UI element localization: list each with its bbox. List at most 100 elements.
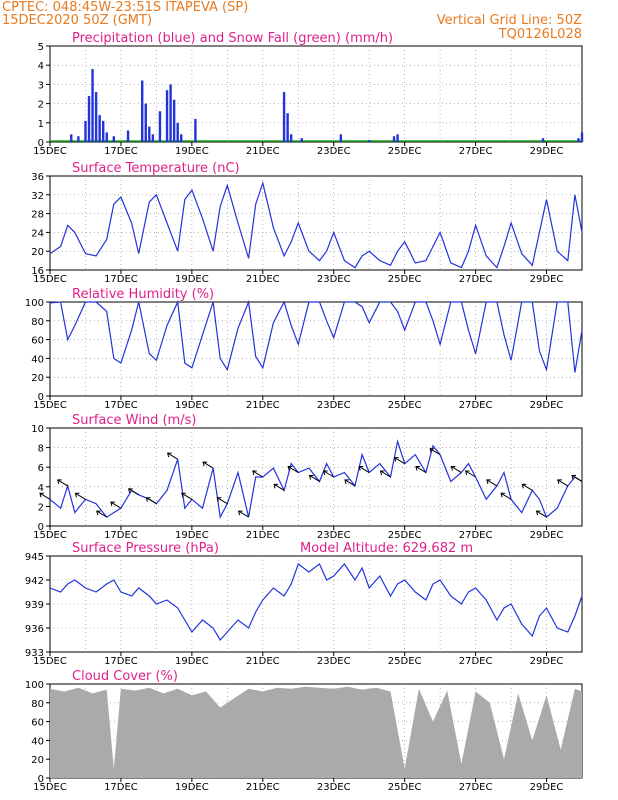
wind-arrow-shaft [557, 479, 569, 487]
panel-title: Surface Temperature (nC) [72, 161, 240, 176]
x-tick-label: 27DEC [459, 530, 493, 541]
wind-arrow-shaft [394, 457, 405, 465]
precip-bar [91, 69, 94, 142]
y-tick-label: 2 [38, 100, 44, 111]
wind-arrow-head [500, 492, 506, 498]
wind-arrow-head [167, 452, 172, 458]
y-tick-label: 0 [38, 522, 44, 533]
wind-arrow-shaft [288, 466, 299, 473]
precip-bar [396, 134, 399, 142]
y-tick-label: 936 [25, 624, 44, 635]
wind-arrow-head [39, 492, 44, 498]
precip-bar [126, 130, 130, 142]
x-tick-label: 25DEC [388, 782, 422, 793]
header-grid-note: Vertical Grid Line: 50Z [436, 13, 582, 28]
x-tick-label: 19DEC [175, 146, 209, 157]
wind-arrow [96, 510, 108, 518]
x-tick-label: 23DEC [317, 274, 351, 285]
wind-arrow [344, 479, 356, 487]
panel-frame-precip [49, 45, 583, 143]
precip-bar [339, 134, 343, 142]
wind-arrow-shaft [167, 452, 178, 460]
wind-arrow-head [379, 470, 385, 476]
x-tick-label: 23DEC [317, 782, 351, 793]
wind-arrow [74, 492, 86, 500]
wind-arrow-shaft [344, 479, 356, 487]
x-tick-label: 29DEC [530, 274, 564, 285]
precip-bar [112, 136, 116, 142]
precip-bar [144, 103, 147, 142]
precip-bar [392, 136, 396, 142]
y-tick-label: 24 [31, 228, 44, 239]
wind-arrow [415, 466, 427, 473]
precip-bar [151, 134, 155, 142]
wind-arrow [216, 497, 228, 505]
wind-arrow-head [273, 483, 279, 489]
y-tick-label: 20 [31, 247, 44, 258]
x-tick-label: 21DEC [246, 400, 280, 411]
precip-bar [169, 84, 172, 142]
x-tick-label: 19DEC [175, 782, 209, 793]
x-tick-label: 21DEC [246, 530, 280, 541]
y-tick-label: 933 [25, 648, 44, 659]
wind-arrow-shaft [110, 501, 122, 509]
wind-arrow [500, 492, 512, 500]
wind-arrow-head [216, 497, 222, 502]
wind-arrow-head [308, 474, 314, 480]
wind-arrow-shaft [238, 510, 249, 518]
y-tick-label: 100 [25, 680, 44, 691]
y-tick-label: 945 [25, 552, 44, 563]
wind-arrow-head [450, 466, 456, 471]
y-tick-label: 60 [31, 336, 44, 347]
x-tick-label: 17DEC [104, 146, 138, 157]
y-tick-label: 0 [38, 138, 44, 149]
wind-arrow-head [57, 479, 62, 485]
x-tick-label: 19DEC [175, 530, 209, 541]
y-tick-label: 4 [38, 483, 44, 494]
x-tick-label: 23DEC [317, 530, 351, 541]
wind-arrow [521, 483, 533, 491]
x-tick-label: 27DEC [459, 274, 493, 285]
wind-arrow-head [287, 466, 293, 471]
y-tick-label: 3 [38, 80, 44, 91]
wind-arrow-head [486, 479, 491, 485]
y-tick-label: 939 [25, 600, 44, 611]
wind-arrow-shaft [429, 448, 441, 456]
wind-arrow-shaft [57, 479, 68, 487]
y-tick-label: 8 [38, 444, 44, 455]
x-tick-label: 17DEC [104, 782, 138, 793]
precip-bar [77, 136, 80, 142]
wind-arrow [308, 474, 320, 482]
panel-frame-rh [49, 301, 583, 397]
x-tick-label: 25DEC [388, 400, 422, 411]
panel-frame-wind [49, 427, 583, 527]
precip-bar [148, 126, 151, 142]
wind-arrow [145, 497, 157, 505]
header-line1: CPTEC: 048:45W-23:51S ITAPEVA (SP) [2, 0, 249, 15]
x-tick-label: 15DEC [33, 782, 67, 793]
wind-arrow-head [557, 479, 562, 485]
wind-arrow-head [110, 501, 115, 507]
y-tick-label: 0 [38, 392, 44, 403]
wind-arrow-head [237, 510, 243, 516]
wind-arrow-shaft [522, 483, 533, 491]
wind-arrow [167, 452, 178, 460]
wind-arrow [252, 470, 264, 478]
precip-bar [102, 120, 105, 142]
y-tick-label: 100 [25, 298, 44, 309]
x-tick-label: 19DEC [175, 656, 209, 667]
precip-bar [98, 115, 101, 142]
x-tick-label: 29DEC [530, 400, 564, 411]
wind-arrow-head [358, 466, 364, 471]
wind-arrow [358, 466, 370, 473]
panel-title: Precipitation (blue) and Snow Fall (gree… [72, 31, 393, 46]
wind-arrow-shaft [571, 475, 583, 482]
wind-arrow [394, 457, 405, 465]
x-tick-label: 29DEC [530, 146, 564, 157]
precip-bar [84, 120, 87, 142]
wind-arrow-shaft [465, 470, 476, 478]
y-tick-label: 20 [31, 755, 44, 766]
wind-arrow [181, 492, 193, 500]
x-tick-label: 17DEC [104, 400, 138, 411]
